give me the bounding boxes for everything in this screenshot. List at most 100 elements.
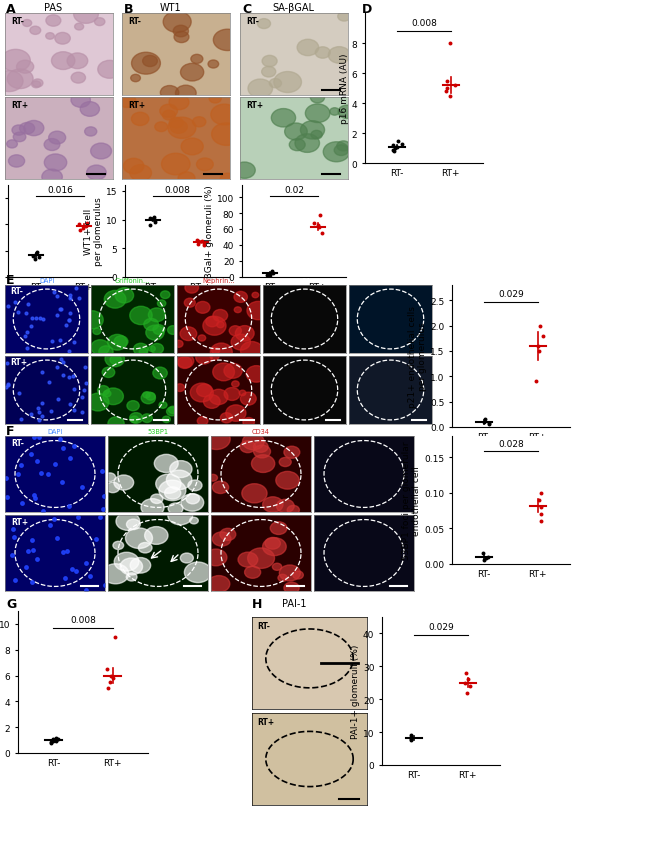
Circle shape: [338, 12, 350, 22]
Text: RT+: RT+: [10, 357, 27, 367]
Point: [392, 140, 402, 154]
Circle shape: [144, 319, 159, 331]
Text: RT-: RT-: [258, 622, 270, 630]
Circle shape: [174, 341, 183, 348]
Circle shape: [130, 417, 138, 423]
Point: [51, 734, 62, 748]
Point: [538, 330, 548, 344]
Circle shape: [220, 413, 233, 424]
Circle shape: [220, 174, 235, 184]
Circle shape: [129, 413, 142, 424]
Circle shape: [67, 54, 88, 70]
Point: [147, 213, 157, 226]
Point: [81, 220, 91, 233]
Point: [534, 493, 544, 507]
Circle shape: [203, 317, 226, 336]
Text: B: B: [124, 3, 133, 16]
Circle shape: [174, 32, 189, 44]
Circle shape: [156, 474, 181, 493]
Circle shape: [162, 417, 170, 423]
Circle shape: [148, 308, 165, 322]
Point: [531, 375, 541, 389]
Circle shape: [125, 529, 153, 548]
Circle shape: [196, 158, 213, 171]
Circle shape: [176, 384, 185, 392]
Point: [441, 75, 452, 89]
Circle shape: [269, 79, 281, 89]
Circle shape: [203, 395, 220, 409]
Circle shape: [178, 172, 195, 185]
Text: E: E: [6, 274, 14, 287]
Point: [47, 734, 58, 747]
Point: [389, 145, 399, 158]
Point: [267, 264, 278, 278]
Text: PAS: PAS: [44, 3, 62, 13]
Circle shape: [98, 386, 109, 396]
Circle shape: [254, 442, 268, 453]
Circle shape: [234, 292, 248, 303]
Point: [28, 250, 38, 263]
Circle shape: [242, 484, 267, 504]
Text: 0.029: 0.029: [498, 290, 524, 299]
Point: [82, 217, 92, 231]
Circle shape: [46, 15, 61, 28]
Circle shape: [240, 442, 255, 453]
Point: [192, 233, 202, 247]
Circle shape: [176, 86, 196, 102]
Circle shape: [213, 30, 242, 52]
Circle shape: [104, 474, 116, 482]
Circle shape: [161, 292, 170, 300]
Point: [51, 734, 62, 747]
Circle shape: [127, 519, 140, 530]
Y-axis label: PAI-1+ glomeruli (%): PAI-1+ glomeruli (%): [351, 644, 360, 739]
Circle shape: [159, 402, 167, 409]
Point: [536, 515, 547, 529]
Circle shape: [211, 105, 238, 126]
Circle shape: [271, 109, 296, 127]
Circle shape: [190, 517, 198, 524]
Point: [312, 219, 322, 232]
Circle shape: [270, 522, 287, 535]
Circle shape: [168, 406, 177, 414]
Circle shape: [186, 494, 200, 505]
Circle shape: [213, 363, 235, 381]
Text: RT-: RT-: [12, 17, 24, 26]
Point: [75, 224, 85, 238]
Circle shape: [155, 123, 168, 133]
Circle shape: [166, 407, 177, 417]
Circle shape: [102, 368, 115, 378]
Circle shape: [226, 406, 246, 422]
Point: [442, 82, 452, 96]
Circle shape: [162, 111, 176, 121]
Point: [317, 226, 327, 240]
Text: 0.028: 0.028: [498, 440, 524, 449]
Circle shape: [84, 127, 97, 137]
Text: merge: merge: [380, 278, 401, 283]
Circle shape: [252, 455, 275, 473]
Circle shape: [272, 564, 281, 571]
Circle shape: [127, 401, 139, 412]
Circle shape: [252, 293, 259, 299]
Circle shape: [328, 47, 350, 65]
Circle shape: [73, 5, 98, 24]
Circle shape: [306, 105, 330, 123]
Point: [192, 238, 203, 251]
Circle shape: [238, 553, 258, 567]
Point: [52, 733, 62, 746]
Circle shape: [154, 455, 178, 473]
Circle shape: [262, 56, 277, 68]
Text: 0.008: 0.008: [70, 616, 96, 625]
Point: [102, 662, 112, 676]
Circle shape: [44, 139, 60, 152]
Text: Griffonin...: Griffonin...: [115, 278, 150, 283]
Circle shape: [229, 326, 241, 337]
Y-axis label: p21+ endothelial cells
per glomerulus: p21+ endothelial cells per glomerulus: [408, 306, 427, 407]
Circle shape: [315, 47, 330, 59]
Circle shape: [173, 26, 188, 38]
Point: [145, 219, 155, 232]
Circle shape: [262, 67, 276, 78]
Circle shape: [263, 538, 286, 556]
Circle shape: [138, 543, 152, 554]
Circle shape: [177, 357, 192, 369]
Circle shape: [90, 144, 112, 160]
